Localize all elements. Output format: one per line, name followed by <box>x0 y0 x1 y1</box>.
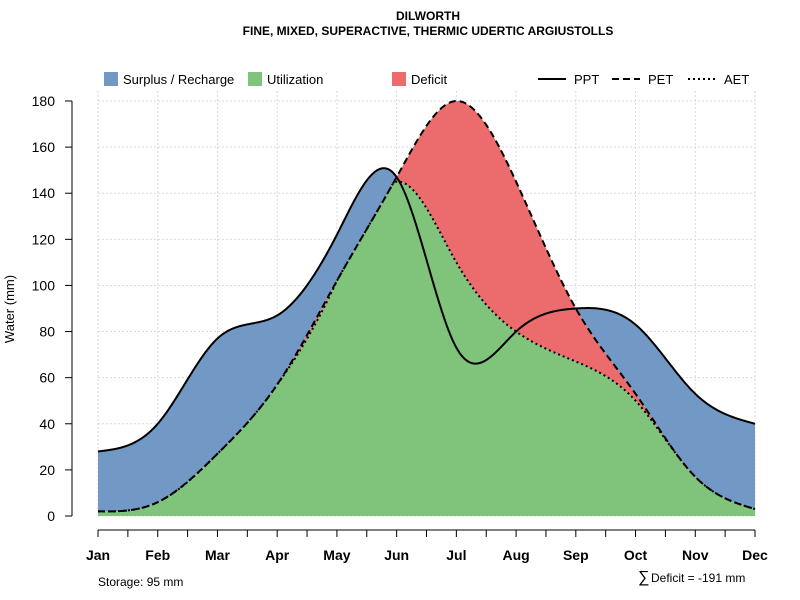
series-line-aet <box>97 180 756 513</box>
legend-label: Surplus / Recharge <box>123 72 234 87</box>
x-tick-label: Aug <box>502 547 529 563</box>
line-layer <box>97 100 756 513</box>
y-tick-label: 60 <box>39 370 55 386</box>
x-tick-label: Apr <box>265 547 290 563</box>
x-tick-label: Nov <box>682 547 709 563</box>
legend-label: Deficit <box>411 72 448 87</box>
legend: Surplus / Recharge Utilization Deficit PPT P… <box>104 72 749 87</box>
legend-swatch <box>248 72 262 86</box>
x-tick-label: Jun <box>384 547 409 563</box>
y-tick-label: 40 <box>39 416 55 432</box>
x-tick-label: Jul <box>446 547 466 563</box>
y-tick-label: 140 <box>32 185 56 201</box>
surplus-area <box>98 101 755 512</box>
y-tick-label: 180 <box>32 93 56 109</box>
y-tick-label: 20 <box>39 462 55 478</box>
deficit-sum-icon: ∑ <box>638 569 649 586</box>
y-tick-label: 120 <box>32 231 56 247</box>
series-line-pet <box>97 100 756 513</box>
x-tick-label: May <box>323 547 350 563</box>
legend-swatch <box>392 72 406 86</box>
utilization-area <box>98 181 755 517</box>
x-tick-label: Feb <box>145 547 170 563</box>
x-tick-label: Mar <box>205 547 230 563</box>
y-axis-label: Water (mm) <box>2 275 17 343</box>
x-tick-label: Dec <box>742 547 768 563</box>
y-tick-label: 100 <box>32 277 56 293</box>
x-tick-label: Oct <box>624 547 648 563</box>
x-tick-label: Sep <box>563 547 589 563</box>
deficit-area <box>98 101 755 512</box>
y-tick-label: 160 <box>32 139 56 155</box>
legend-label: Utilization <box>267 72 323 87</box>
legend-label: AET <box>724 72 749 87</box>
y-tick-label: 80 <box>39 324 55 340</box>
series-line-ppt <box>97 167 756 453</box>
x-tick-label: Jan <box>86 547 110 563</box>
deficit-annotation: Deficit = -191 mm <box>651 571 745 585</box>
storage-annotation: Storage: 95 mm <box>98 575 183 589</box>
chart-subtitle: FINE, MIXED, SUPERACTIVE, THERMIC UDERTI… <box>243 24 614 38</box>
legend-label: PET <box>648 72 673 87</box>
y-tick-label: 0 <box>47 508 55 524</box>
chart-title: DILWORTH <box>396 9 460 23</box>
axes: 0 20 40 60 80 100 120 140 160 180 Jan Feb Mar Apr May J… <box>32 93 768 563</box>
legend-label: PPT <box>574 72 599 87</box>
area-layer <box>98 101 755 517</box>
legend-swatch <box>104 72 118 86</box>
